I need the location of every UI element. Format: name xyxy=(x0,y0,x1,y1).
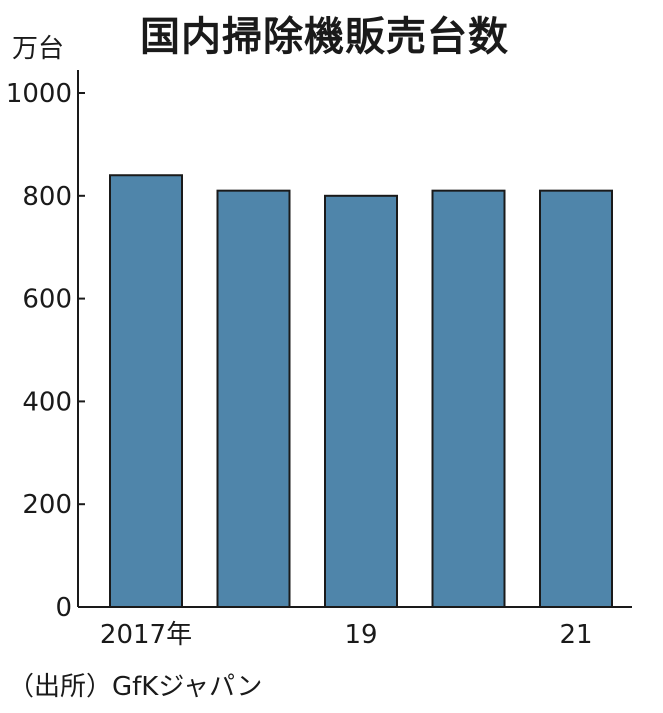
bar xyxy=(431,189,506,608)
bar xyxy=(539,189,613,608)
y-axis-unit-label: 万台 xyxy=(12,34,65,64)
x-tick-label: 21 xyxy=(559,620,592,650)
y-tick-label: 1000 xyxy=(6,79,72,109)
y-tick-label: 0 xyxy=(55,593,72,623)
bar xyxy=(324,194,398,609)
source-note: （出所）GfKジャパン xyxy=(8,672,263,702)
x-tick-label: 19 xyxy=(344,620,377,650)
y-tick-label: 800 xyxy=(22,182,72,212)
bar xyxy=(109,174,183,609)
chart-title: 国内掃除機販売台数 xyxy=(140,14,509,60)
y-tick-label: 600 xyxy=(22,285,72,315)
bar xyxy=(216,189,291,608)
x-tick-label: 2017年 xyxy=(100,620,192,650)
y-tick-label: 200 xyxy=(22,490,72,520)
y-tick-label: 400 xyxy=(22,387,72,417)
